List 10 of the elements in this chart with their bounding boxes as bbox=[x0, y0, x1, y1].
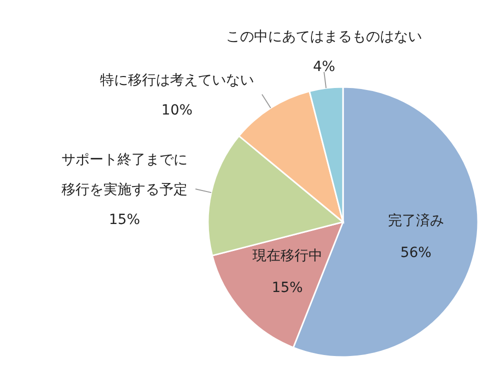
slice-label: 完了済み bbox=[388, 212, 444, 229]
slice-label: 現在移行中 bbox=[252, 248, 322, 264]
data-label: 15% bbox=[272, 280, 303, 296]
slice-label: この中にあてはまるものはない bbox=[226, 28, 422, 45]
data-label: 10% bbox=[161, 102, 193, 118]
data-label: 4% bbox=[312, 58, 336, 75]
slice-label: サポート終了までに移行を実施する予定 bbox=[61, 152, 188, 198]
slice-label: 特に移行は考えていない bbox=[100, 72, 254, 88]
data-label: 56% bbox=[400, 244, 432, 261]
data-label: 15% bbox=[108, 212, 140, 228]
